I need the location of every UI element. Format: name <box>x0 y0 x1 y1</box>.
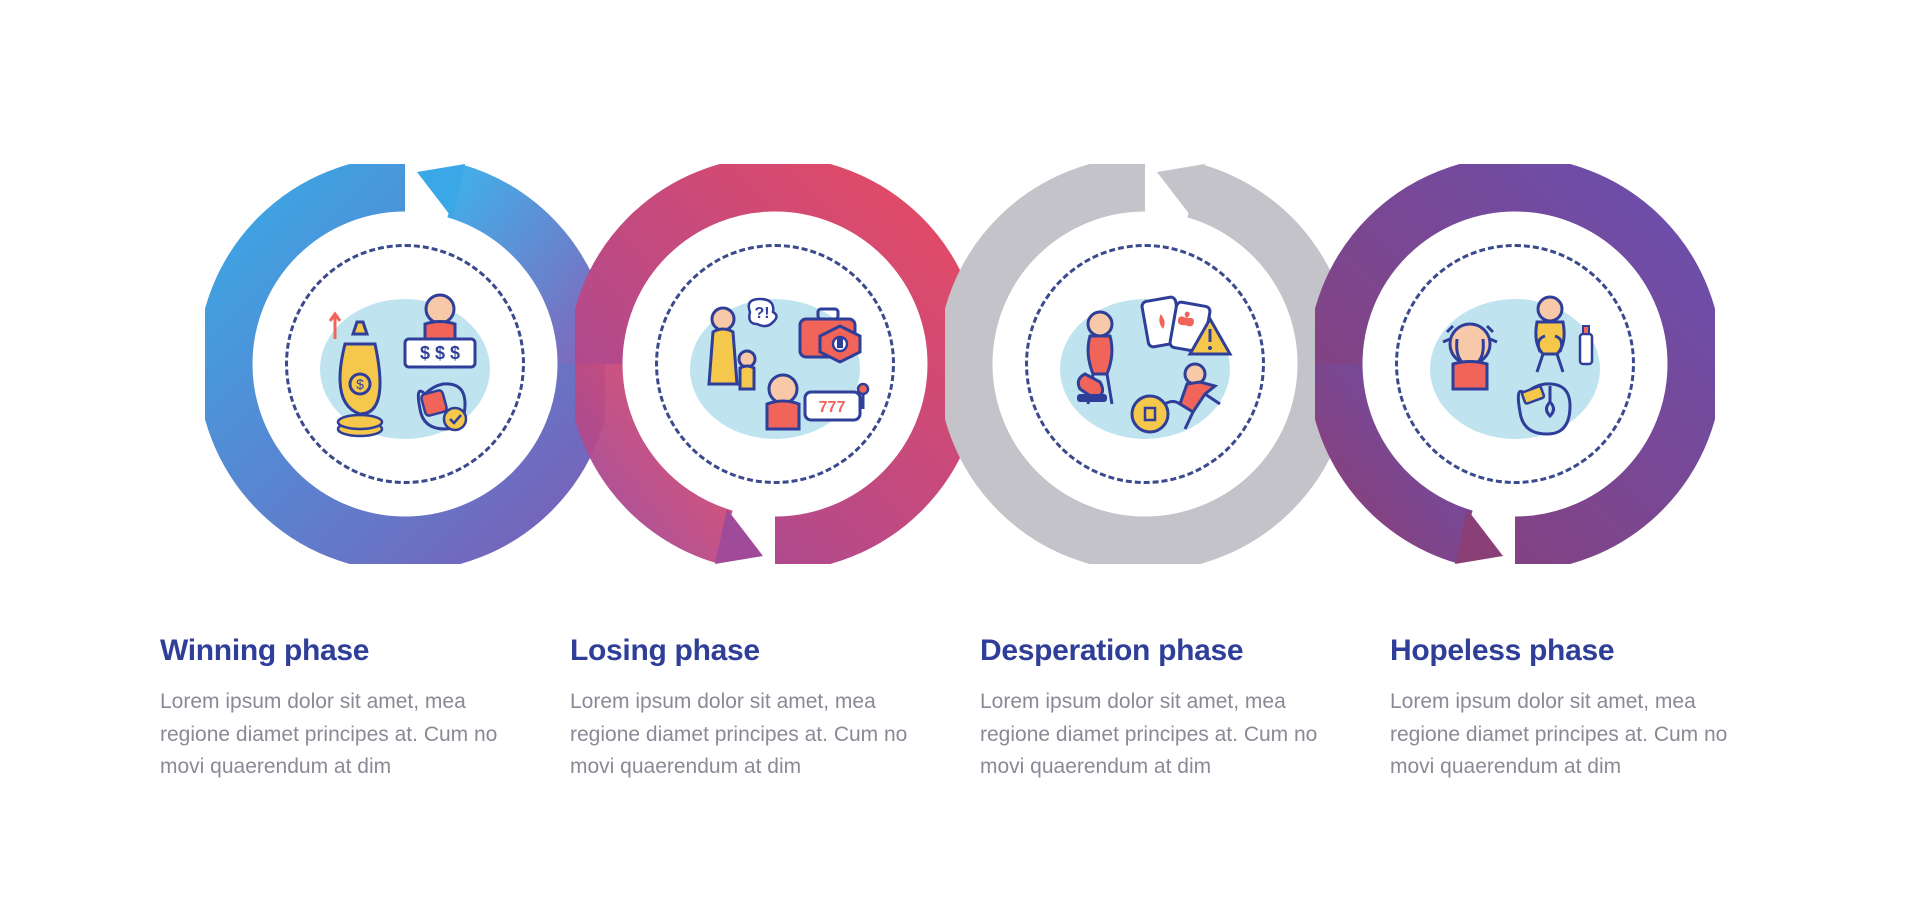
phase-body: Lorem ipsum dolor sit amet, mea regione … <box>160 686 530 784</box>
phase-col-3: Desperation phase Lorem ipsum dolor sit … <box>980 634 1350 784</box>
phase-title: Hopeless phase <box>1390 634 1760 668</box>
phase-body: Lorem ipsum dolor sit amet, mea regione … <box>570 686 940 784</box>
phase-col-2: Losing phase Lorem ipsum dolor sit amet,… <box>570 634 940 784</box>
desperation-icon <box>1045 264 1245 464</box>
phase-col-4: Hopeless phase Lorem ipsum dolor sit ame… <box>1390 634 1760 784</box>
winning-icon: $ $ $ $ <box>305 264 505 464</box>
svg-text:?!: ?! <box>754 305 769 322</box>
svg-text:$ $ $: $ $ $ <box>420 343 460 363</box>
phase-body: Lorem ipsum dolor sit amet, mea regione … <box>1390 686 1760 784</box>
infographic-container: $ $ $ $ <box>110 114 1810 784</box>
text-row: Winning phase Lorem ipsum dolor sit amet… <box>110 634 1810 784</box>
ring-losing: ?! 777 <box>575 164 975 564</box>
phase-title: Desperation phase <box>980 634 1350 668</box>
phase-title: Winning phase <box>160 634 530 668</box>
ring-hopeless <box>1315 164 1715 564</box>
phase-col-1: Winning phase Lorem ipsum dolor sit amet… <box>160 634 530 784</box>
ring-desperation <box>945 164 1345 564</box>
phase-title: Losing phase <box>570 634 940 668</box>
losing-icon: ?! 777 <box>675 264 875 464</box>
svg-text:$: $ <box>356 376 364 392</box>
rings-row: $ $ $ $ <box>110 114 1810 614</box>
ring-winning: $ $ $ $ <box>205 164 605 564</box>
svg-text:777: 777 <box>819 399 846 416</box>
phase-body: Lorem ipsum dolor sit amet, mea regione … <box>980 686 1350 784</box>
hopeless-icon <box>1415 264 1615 464</box>
